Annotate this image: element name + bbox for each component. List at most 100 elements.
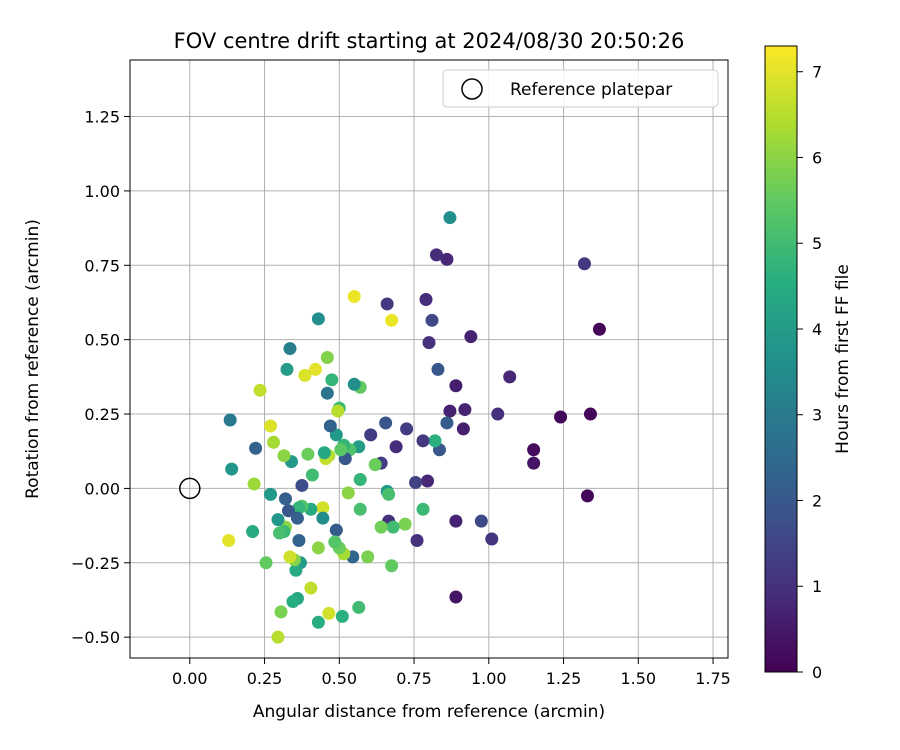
data-point: [335, 609, 349, 623]
y-axis-ticks: −0.50 −0.25 0.00 0.25 0.50 0.75 1.00 1.25: [71, 108, 130, 647]
data-point: [385, 559, 399, 573]
data-point: [422, 336, 436, 350]
data-point: [443, 404, 457, 418]
data-point: [416, 434, 430, 448]
colorbar: 0 1 2 3 4 5 6 7 Hours from first FF file: [764, 45, 853, 682]
data-point: [398, 517, 412, 531]
data-point: [331, 404, 345, 418]
x-tick-label: 0.50: [321, 669, 357, 688]
data-point: [311, 541, 325, 555]
colorbar-tick-label: 2: [812, 491, 822, 510]
chart-title: FOV centre drift starting at 2024/08/30 …: [174, 29, 685, 53]
data-point: [364, 428, 378, 442]
data-point: [264, 419, 278, 433]
data-point: [353, 502, 367, 516]
data-point: [289, 563, 303, 577]
data-point: [283, 550, 297, 564]
data-point: [273, 526, 286, 540]
data-point: [592, 322, 606, 336]
data-point: [316, 501, 330, 515]
data-point: [277, 449, 291, 463]
data-point: [311, 615, 325, 629]
colorbar-tick-label: 5: [812, 234, 822, 253]
y-tick-label: 0.25: [84, 405, 120, 424]
data-point: [491, 407, 505, 421]
colorbar-tick-label: 1: [812, 577, 822, 596]
y-tick-label: 0.50: [84, 331, 120, 350]
data-point: [325, 373, 339, 387]
data-point: [443, 211, 457, 225]
data-points: [222, 211, 606, 644]
colorbar-ticks: 0 1 2 3 4 5 6 7: [797, 63, 822, 682]
data-point: [449, 379, 463, 393]
data-point: [317, 446, 331, 460]
data-point: [368, 458, 382, 472]
data-point: [292, 533, 306, 547]
data-point: [271, 630, 285, 644]
data-point: [223, 413, 237, 427]
data-point: [458, 403, 472, 417]
data-point: [271, 513, 285, 527]
data-point: [421, 474, 435, 488]
data-point: [382, 487, 396, 501]
legend-label: Reference platepar: [510, 80, 672, 100]
data-point: [449, 514, 463, 528]
grid-lines: [130, 60, 728, 658]
data-point: [264, 487, 278, 501]
data-point: [389, 440, 403, 454]
legend: Reference platepar: [442, 69, 719, 108]
data-point: [329, 523, 343, 537]
y-tick-label: 0.00: [84, 479, 120, 498]
data-point: [304, 581, 318, 595]
legend-box: [442, 69, 719, 108]
data-point: [259, 556, 273, 570]
data-point: [253, 383, 267, 397]
data-point: [580, 489, 594, 503]
data-point: [290, 511, 304, 525]
y-tick-label: −0.25: [71, 554, 120, 573]
data-point: [347, 377, 361, 391]
data-point: [400, 422, 414, 436]
y-tick-label: 0.75: [84, 256, 120, 275]
colorbar-gradient: [764, 45, 798, 673]
data-point: [464, 330, 478, 344]
data-point: [503, 370, 517, 384]
plot-frame: [129, 59, 729, 659]
data-point: [298, 368, 312, 382]
data-point: [416, 502, 430, 516]
data-point: [267, 435, 281, 449]
data-point: [527, 443, 541, 457]
data-point: [449, 590, 463, 604]
data-point: [440, 252, 454, 266]
data-point: [246, 525, 260, 539]
data-point: [278, 492, 292, 506]
data-point: [380, 297, 394, 311]
data-point: [280, 362, 294, 376]
x-tick-label: 0.00: [172, 669, 208, 688]
colorbar-tick-label: 6: [812, 148, 822, 167]
data-point: [485, 532, 499, 546]
data-point: [374, 520, 388, 534]
data-point: [225, 462, 239, 476]
data-point: [386, 520, 400, 534]
x-tick-label: 0.75: [396, 669, 432, 688]
data-point: [334, 443, 348, 457]
data-point: [410, 533, 424, 547]
data-point: [341, 486, 355, 500]
data-point: [286, 594, 300, 608]
data-point: [308, 362, 322, 376]
data-point: [311, 312, 325, 326]
colorbar-tick-label: 4: [812, 320, 822, 339]
data-point: [428, 434, 442, 448]
data-point: [292, 501, 306, 515]
x-tick-label: 1.25: [546, 669, 582, 688]
data-point: [316, 511, 330, 525]
data-point: [583, 407, 597, 421]
data-point: [577, 257, 591, 271]
data-point: [301, 447, 315, 461]
data-point: [295, 478, 309, 492]
data-point: [283, 342, 297, 356]
data-point: [379, 416, 393, 430]
x-tick-label: 1.75: [695, 669, 731, 688]
